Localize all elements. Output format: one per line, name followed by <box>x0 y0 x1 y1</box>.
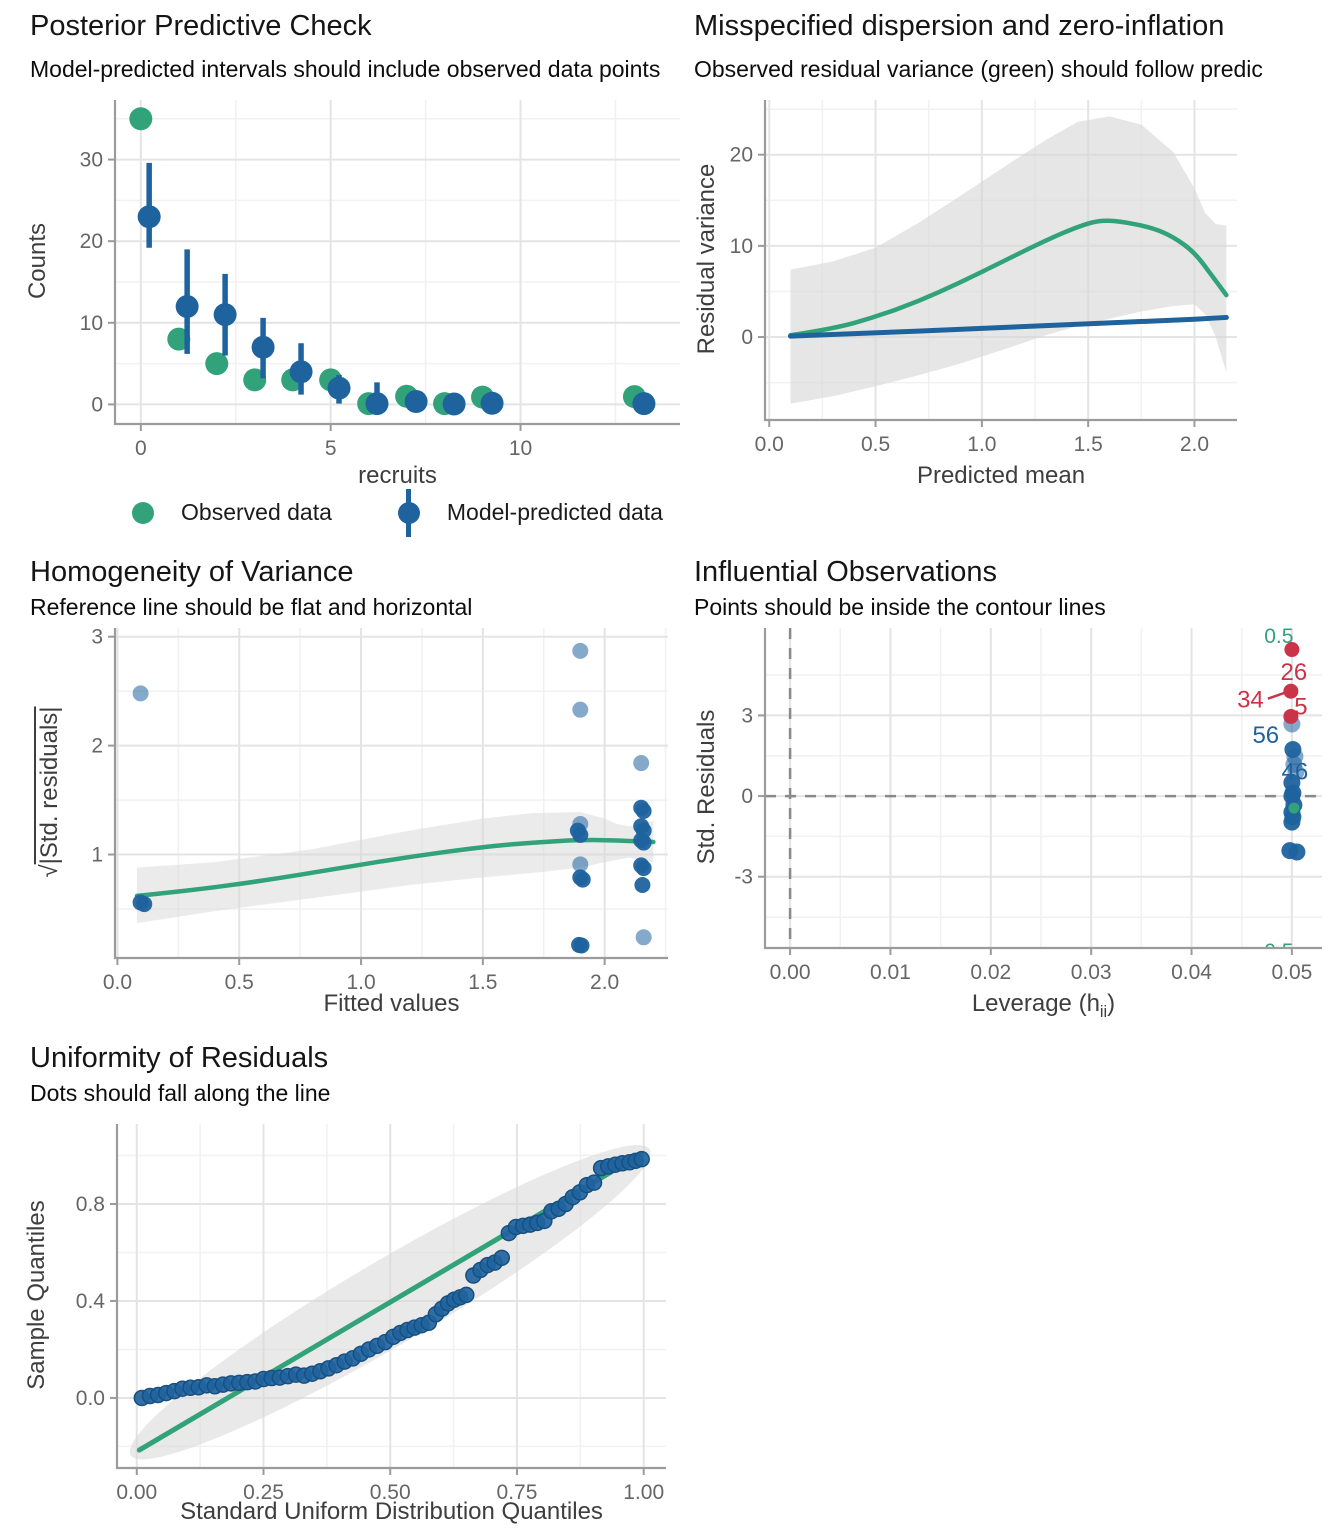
annotation-56: 56 <box>1252 722 1279 749</box>
infl-xlabel: Leverage (hii) <box>971 990 1116 1021</box>
qq-title: Uniformity of Residuals <box>30 1042 329 1074</box>
svg-text:2.0: 2.0 <box>1180 433 1209 456</box>
pp-ylabel: Counts <box>24 222 51 300</box>
svg-text:10: 10 <box>509 437 532 460</box>
legend-observed-label: Observed data <box>181 499 332 525</box>
svg-text:0.04: 0.04 <box>1171 961 1212 984</box>
svg-text:1.0: 1.0 <box>967 433 996 456</box>
observed-variance-line <box>788 218 1229 338</box>
observed-dot-icon <box>132 501 155 524</box>
svg-text:0.75: 0.75 <box>497 1481 538 1504</box>
svg-text:0.8: 0.8 <box>76 1193 105 1216</box>
legend-predicted-label: Model-predicted data <box>446 499 663 525</box>
svg-text:0: 0 <box>741 785 753 808</box>
smooth-ci-ribbon <box>136 812 654 924</box>
disp-ylabel: Residual variance <box>693 163 720 355</box>
predicted-data-points <box>137 205 656 416</box>
svg-text:1.5: 1.5 <box>468 971 497 994</box>
svg-text:0.50: 0.50 <box>370 1481 411 1504</box>
annotation-34: 34 <box>1237 686 1264 713</box>
axis-lines <box>113 100 680 426</box>
svg-text:0.03: 0.03 <box>1071 961 1112 984</box>
disp-title: Misspecified dispersion and zero-inflati… <box>694 10 1225 42</box>
annotation-5: 5 <box>1294 693 1307 720</box>
axis-lines <box>115 1124 666 1470</box>
svg-text:30: 30 <box>80 149 103 172</box>
reference-smooth-line <box>134 837 656 899</box>
svg-text:0.0: 0.0 <box>103 971 132 994</box>
predicted-variance-line <box>788 314 1229 339</box>
legend-item-predicted: Model-predicted data <box>397 488 663 537</box>
svg-text:0.02: 0.02 <box>970 961 1011 984</box>
panel-dispersion: 0.0 0.5 1.0 1.5 2.0 0 10 20 <box>730 100 1237 456</box>
infl-title: Influential Observations <box>694 556 998 588</box>
panel-pp_check: 0 5 10 0 10 20 30 <box>80 100 680 460</box>
svg-text:-3: -3 <box>734 866 753 889</box>
qq-ylabel: Sample Quantiles <box>23 1200 50 1390</box>
disp-subtitle: Observed residual variance (green) shoul… <box>694 56 1263 82</box>
annotation-26: 26 <box>1281 659 1308 686</box>
legend-item-observed: Observed data <box>132 499 332 526</box>
pp-title: Posterior Predictive Check <box>30 10 372 42</box>
svg-text:5: 5 <box>325 437 337 460</box>
predicted-pointrange-icon <box>397 488 420 537</box>
svg-text:1.0: 1.0 <box>346 971 375 994</box>
svg-text:3: 3 <box>741 704 753 727</box>
svg-text:0: 0 <box>741 326 753 349</box>
svg-text:20: 20 <box>730 144 753 167</box>
svg-text:0.5: 0.5 <box>225 971 254 994</box>
label-34-leader <box>1267 690 1289 700</box>
svg-text:0.5: 0.5 <box>861 433 890 456</box>
homo-ylabel: √|Std. residuals| <box>36 706 63 878</box>
disp-xlabel: Predicted mean <box>916 462 1086 489</box>
svg-text:0.05: 0.05 <box>1271 961 1312 984</box>
pp-xlabel: recruits <box>358 462 437 489</box>
infl-subtitle: Points should be inside the contour line… <box>694 594 1106 620</box>
svg-text:10: 10 <box>730 235 753 258</box>
svg-text:3: 3 <box>91 626 103 649</box>
influential-points-dark <box>1281 741 1306 861</box>
svg-text:1: 1 <box>91 844 103 867</box>
observed-data-points <box>129 107 646 416</box>
svg-text:0.0: 0.0 <box>76 1387 105 1410</box>
infl-ylabel: Std. Residuals <box>693 709 720 865</box>
homo-title: Homogeneity of Variance <box>30 556 354 588</box>
residual-points-dark <box>132 799 652 954</box>
svg-text:10: 10 <box>80 312 103 335</box>
svg-text:0.01: 0.01 <box>870 961 911 984</box>
svg-text:1.00: 1.00 <box>623 1481 664 1504</box>
svg-text:0.25: 0.25 <box>243 1481 284 1504</box>
pp-subtitle: Model-predicted intervals should include… <box>30 56 661 82</box>
pp-legend: Observed data Model-predicted data <box>115 488 680 537</box>
svg-text:2.0: 2.0 <box>590 971 619 994</box>
axis-lines <box>763 100 1237 422</box>
annotation-46: 46 <box>1282 758 1309 785</box>
axis-lines <box>763 628 1322 950</box>
annotation-0.5: 0.5 <box>1264 940 1293 963</box>
homo-subtitle: Reference line should be flat and horizo… <box>30 594 473 620</box>
svg-text:0: 0 <box>91 393 103 416</box>
qq-dots <box>133 1150 650 1407</box>
annotation-0.5: 0.5 <box>1264 625 1293 648</box>
outlier-points-red <box>1283 642 1300 724</box>
svg-text:2: 2 <box>91 735 103 758</box>
svg-text:0.00: 0.00 <box>770 961 811 984</box>
homo-xlabel: Fitted values <box>323 990 460 1017</box>
panel-homogeneity: 0.0 0.5 1.0 1.5 2.0 1 2 3 <box>91 626 668 994</box>
svg-text:0.4: 0.4 <box>76 1290 106 1313</box>
svg-text:20: 20 <box>80 230 103 253</box>
svg-text:0: 0 <box>135 437 147 460</box>
svg-text:0.0: 0.0 <box>755 433 784 456</box>
qq-subtitle: Dots should fall along the line <box>30 1080 331 1106</box>
svg-text:1.5: 1.5 <box>1074 433 1103 456</box>
influential-point-green <box>1288 802 1300 814</box>
panel-qq: 0.00 0.25 0.50 0.75 1.00 0.0 0.4 0.8 <box>76 1124 666 1504</box>
svg-text:0.00: 0.00 <box>116 1481 157 1504</box>
qq-xlabel: Standard Uniform Distribution Quantiles <box>180 1498 603 1525</box>
